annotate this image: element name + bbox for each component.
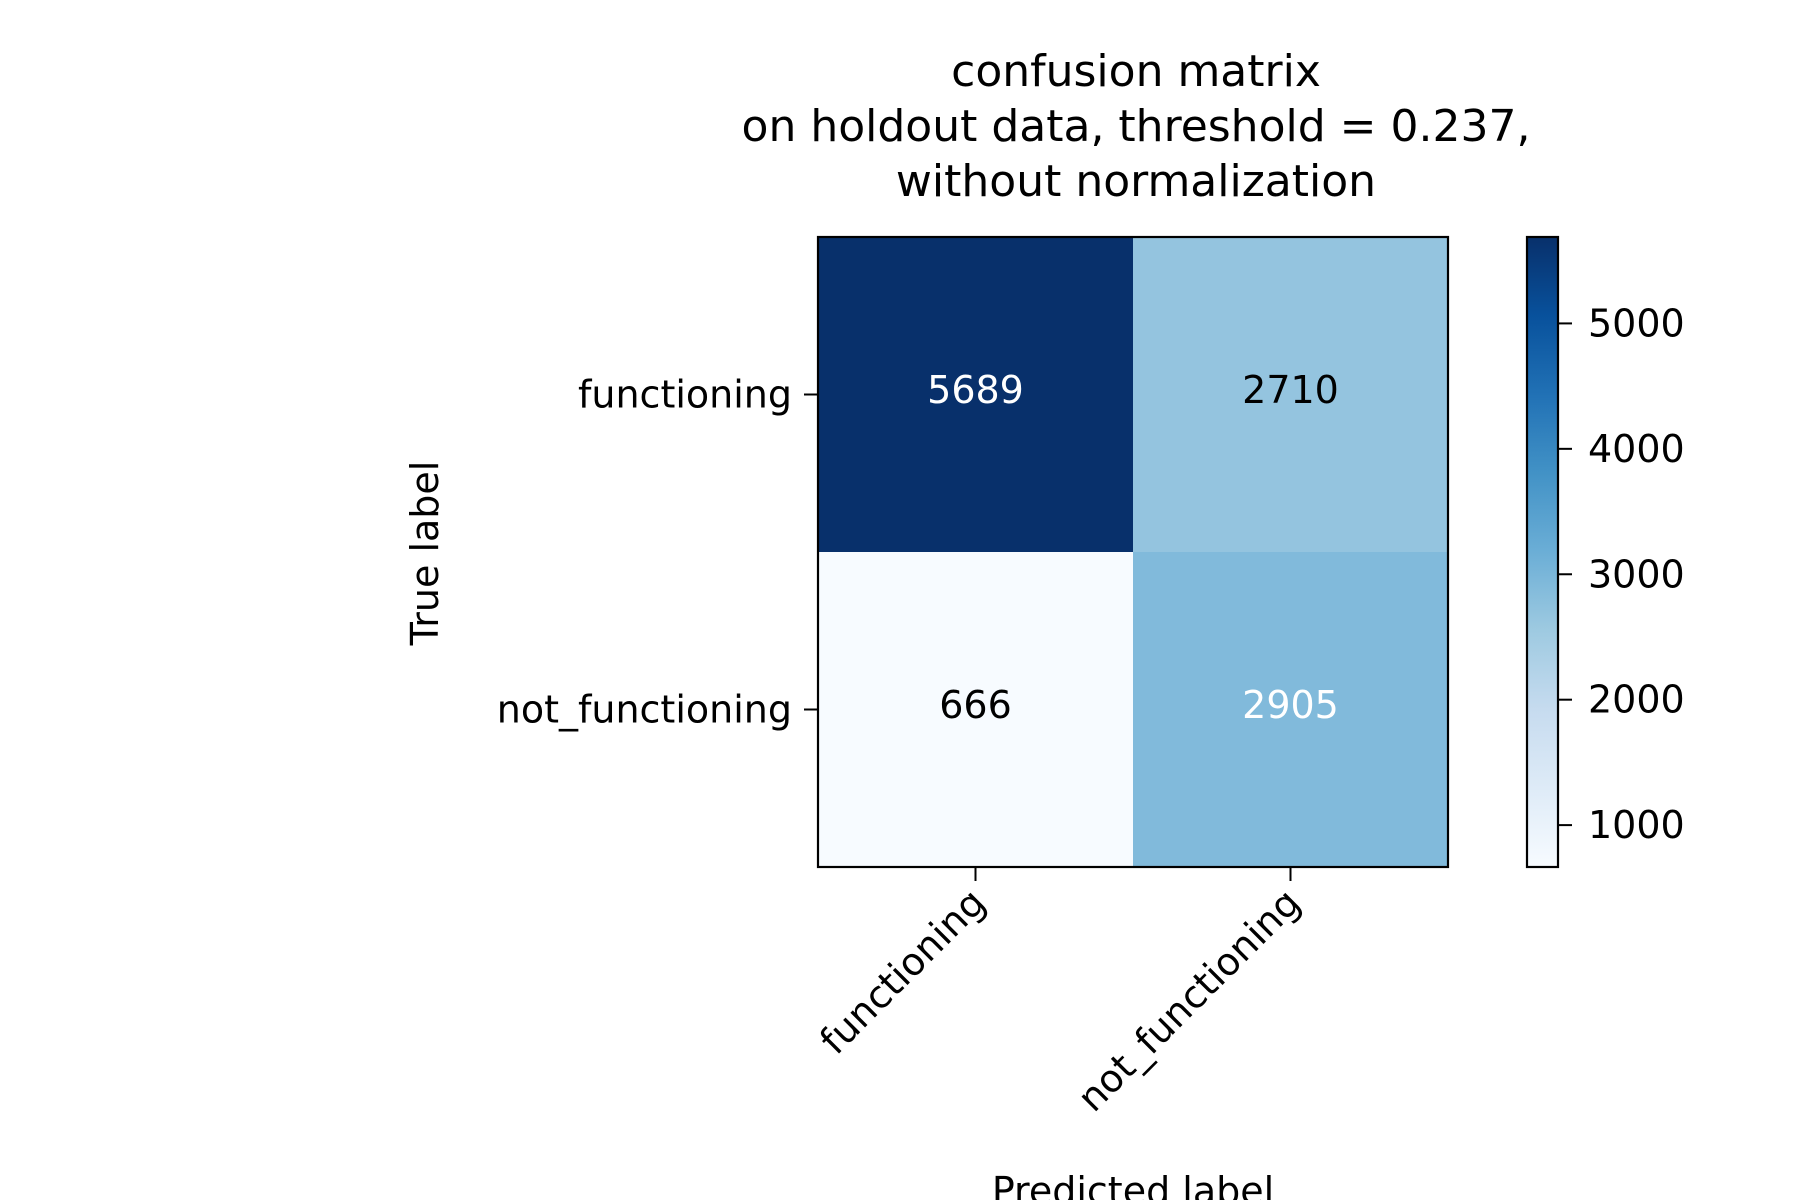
colorbar-tick-label: 4000 xyxy=(1588,427,1685,471)
heatmap-cell xyxy=(1133,237,1448,552)
colorbar xyxy=(1525,235,1560,869)
heatmap-cell xyxy=(818,552,1133,867)
y-tick-label: not_functioning xyxy=(497,688,792,732)
plot-frame xyxy=(816,235,1450,869)
colorbar-tick-label: 1000 xyxy=(1588,803,1685,847)
x-tick-label: not_functioning xyxy=(1069,880,1309,1120)
chart-title-line-3: without normalization xyxy=(896,156,1376,207)
x-axis-ticks: functioning not_functioning xyxy=(811,867,1309,1120)
colorbar-tick-label: 3000 xyxy=(1588,552,1685,596)
cell-value-label: 2710 xyxy=(1242,368,1339,412)
colorbar-tick-label: 5000 xyxy=(1588,301,1685,345)
colorbar-tick-label: 2000 xyxy=(1588,678,1685,722)
y-tick-label: functioning xyxy=(578,373,792,417)
cell-value-label: 5689 xyxy=(927,368,1024,412)
cell-value-labels: 5689 2710 666 2905 xyxy=(927,368,1339,727)
cell-value-label: 2905 xyxy=(1242,683,1339,727)
chart-title-line-1: confusion matrix xyxy=(951,46,1321,97)
cell-value-label: 666 xyxy=(939,683,1012,727)
x-axis-label: Predicted label xyxy=(992,1169,1274,1200)
chart-title-line-2: on holdout data, threshold = 0.237, xyxy=(742,101,1531,152)
x-tick-label: functioning xyxy=(811,880,993,1062)
heatmap-cell xyxy=(1133,552,1448,867)
heatmap-cell xyxy=(818,237,1133,552)
y-axis-label: True label xyxy=(403,461,447,647)
colorbar-ticks: 1000 2000 3000 4000 5000 xyxy=(1558,301,1685,847)
heatmap-cells xyxy=(818,237,1448,867)
y-axis-ticks: functioning not_functioning xyxy=(497,373,818,732)
